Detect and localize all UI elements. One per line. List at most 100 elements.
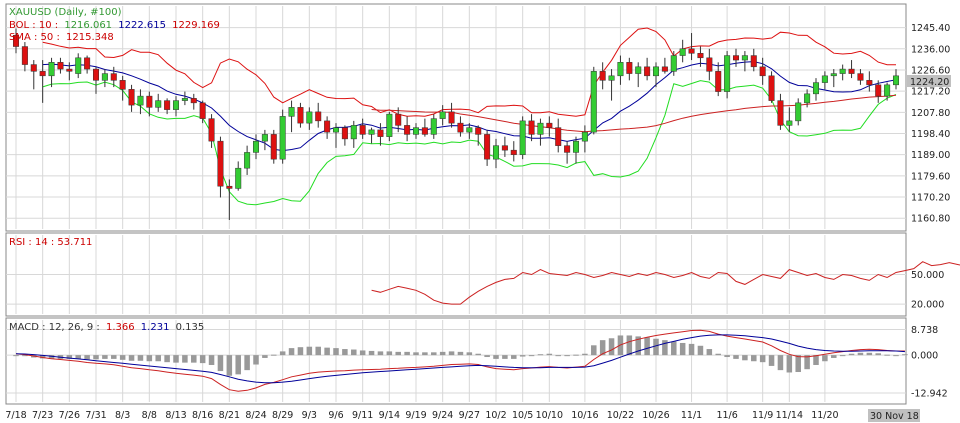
macd-histogram-bar [777, 355, 784, 371]
macd-histogram-bar [831, 355, 837, 358]
price-tick-label: 1198.40 [911, 129, 950, 140]
bullish-candle [439, 111, 446, 119]
macd-histogram-bar [502, 355, 508, 359]
macd-histogram-bar [866, 352, 873, 356]
bullish-candle [48, 62, 55, 77]
bullish-candle [235, 167, 242, 189]
macd-histogram-bar [377, 351, 384, 356]
bullish-candle [261, 134, 268, 142]
bearish-candle [546, 122, 553, 128]
macd-histogram-bar [519, 355, 526, 357]
macd-histogram-bar [537, 354, 544, 356]
bullish-candle [821, 75, 828, 83]
x-tick-label: 10/2 [485, 410, 506, 421]
bullish-candle [332, 127, 340, 133]
bearish-candle [315, 111, 322, 122]
macd-histogram-bar [804, 355, 810, 370]
x-tick-label: 11/14 [776, 410, 803, 421]
bearish-candle [270, 134, 277, 160]
macd-histogram-bar [893, 355, 899, 357]
bullish-candle [137, 95, 144, 106]
price-tick-label: 1160.80 [911, 214, 950, 225]
macd-histogram-bar [511, 355, 517, 359]
macd-histogram-bar [457, 351, 464, 356]
macd-histogram-bar [119, 355, 126, 360]
macd-histogram-bar [884, 354, 890, 356]
macd-histogram-bar [813, 355, 819, 365]
macd-histogram-bar [191, 355, 197, 363]
bearish-candle [475, 127, 482, 135]
bullish-candle [519, 120, 526, 155]
bearish-candle [66, 68, 73, 72]
bearish-candle [377, 129, 384, 137]
macd-histogram-bar [306, 346, 313, 356]
macd-series [13, 329, 908, 392]
bullish-candle [652, 66, 660, 77]
macd-histogram-bar [253, 355, 259, 365]
macd-histogram-bar [315, 346, 321, 356]
last-date-box [868, 409, 920, 422]
macd-histogram-bar [466, 352, 473, 356]
macd-histogram-bar [564, 355, 570, 357]
macd-histogram-bar [359, 350, 366, 356]
last-price-box [907, 75, 951, 87]
x-tick-label: 11/9 [752, 410, 773, 421]
bearish-candle [777, 100, 784, 126]
bearish-candle [599, 71, 606, 81]
macd-histogram-bar [217, 355, 224, 372]
macd-histogram-bar [164, 355, 170, 363]
bullish-candle [412, 127, 420, 135]
rsi-tick-label: 50.000 [911, 270, 944, 281]
macd-histogram-bar [546, 353, 553, 356]
bullish-candle [350, 125, 357, 140]
macd-histogram-bar [857, 352, 864, 356]
macd-histogram-bar [422, 352, 428, 356]
bearish-candle [448, 111, 455, 124]
sma-legend-value: 1215.348 [66, 32, 114, 43]
macd-histogram-bar [279, 351, 286, 356]
bullish-candle [572, 140, 580, 153]
bearish-candle [359, 125, 366, 135]
price-tick-label: 1217.20 [911, 87, 950, 98]
macd-legend-params: MACD : 12, 26, 9 : [9, 322, 100, 333]
bearish-candle [226, 185, 233, 189]
bearish-candle [688, 48, 695, 54]
bullish-candle [892, 75, 900, 86]
price-tick-label: 1170.20 [911, 193, 950, 204]
bullish-candle [172, 100, 180, 110]
price-panel [5, 3, 907, 232]
macd-histogram-bar [493, 355, 499, 359]
x-tick-label: 8/21 [219, 410, 240, 421]
x-tick-label: 8/3 [115, 410, 130, 421]
bollinger-lower-value: 1216.061 [64, 20, 112, 31]
bullish-candle [155, 100, 162, 108]
macd-histogram-bar [22, 355, 28, 357]
macd-histogram-bar [395, 351, 401, 356]
bearish-candle [190, 98, 197, 104]
macd-histogram-bar [13, 355, 19, 357]
bearish-candle [199, 102, 206, 119]
macd-histogram-bar [413, 352, 419, 356]
bearish-candle [217, 140, 224, 187]
macd-histogram-bar [848, 353, 855, 356]
macd-signal-line [15, 334, 905, 384]
last-price-label: 1224.20 [910, 77, 949, 88]
bullish-candle [101, 73, 108, 81]
macd-histogram-bar [626, 335, 633, 356]
bullish-candle [288, 107, 295, 117]
x-tick-label: 9/27 [459, 410, 480, 421]
macd-histogram-bar [484, 355, 490, 358]
macd-histogram-bar [66, 355, 73, 359]
x-tick-label: 9/24 [432, 410, 453, 421]
macd-histogram-bar [768, 355, 775, 366]
macd-histogram-bar [271, 354, 277, 356]
macd-histogram-bar [733, 355, 739, 359]
macd-histogram-bar [75, 355, 81, 359]
bearish-candle [128, 89, 135, 106]
rsi-line [371, 261, 960, 305]
macd-line [15, 329, 905, 392]
x-tick-label: 8/8 [142, 410, 157, 421]
macd-histogram-bar [822, 355, 828, 362]
macd-histogram-bar [902, 354, 908, 356]
